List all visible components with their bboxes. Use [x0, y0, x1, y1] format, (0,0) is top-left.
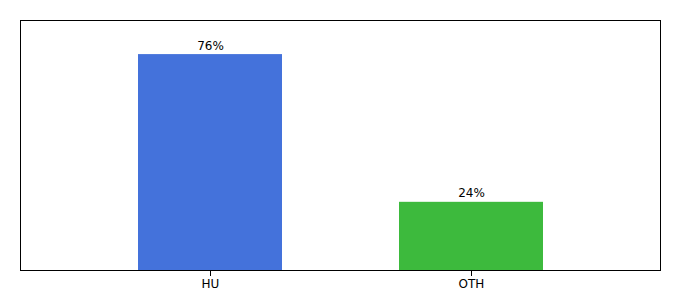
svg-text:HU: HU: [202, 277, 220, 291]
svg-text:OTH: OTH: [459, 277, 485, 291]
svg-text:24%: 24%: [458, 186, 485, 200]
svg-text:76%: 76%: [197, 39, 224, 53]
